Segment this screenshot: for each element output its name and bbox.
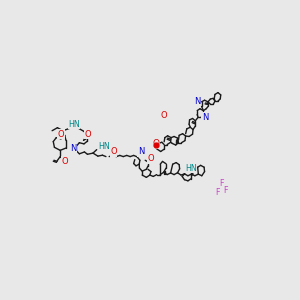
Text: O: O — [160, 111, 167, 120]
Text: N: N — [138, 148, 144, 157]
Text: N: N — [194, 97, 200, 106]
Text: O: O — [147, 154, 154, 164]
Text: F: F — [216, 188, 220, 197]
Text: O: O — [110, 148, 117, 157]
Text: O: O — [61, 157, 68, 166]
Text: F: F — [220, 179, 224, 188]
Text: O: O — [58, 130, 64, 139]
Text: HN: HN — [68, 120, 80, 129]
Text: N: N — [70, 144, 76, 153]
Text: HN: HN — [185, 164, 197, 172]
Text: HN: HN — [98, 142, 110, 151]
Text: O: O — [153, 140, 160, 148]
Text: O: O — [84, 130, 91, 139]
Text: N: N — [202, 113, 208, 122]
Text: F: F — [223, 186, 228, 195]
